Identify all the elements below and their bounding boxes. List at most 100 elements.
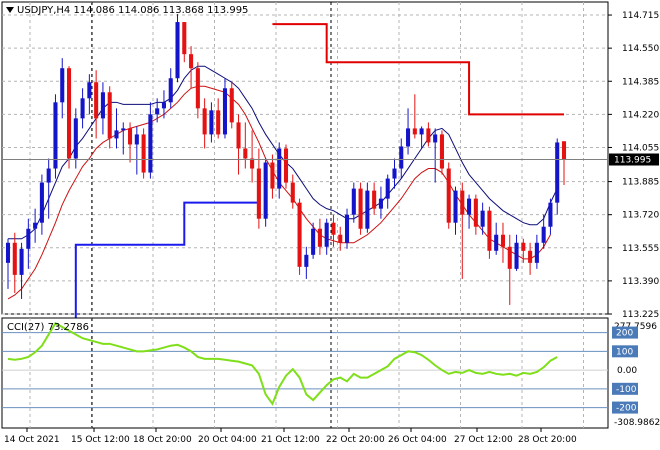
candle <box>80 88 85 129</box>
candle <box>317 218 322 255</box>
time-tick-label: 15 Oct 12:00 <box>71 435 130 445</box>
price-tick-label: 113.885 <box>622 178 659 188</box>
candle-body <box>141 134 146 173</box>
candle-body <box>87 82 92 99</box>
cci-bottom-value: -308.9862 <box>614 418 660 428</box>
candle <box>426 122 431 147</box>
candle-body <box>365 190 370 229</box>
candle <box>548 198 553 235</box>
candle <box>141 128 146 179</box>
candle <box>87 74 92 115</box>
candle-body <box>26 228 31 249</box>
cci-tick-label: 200 <box>616 329 633 339</box>
price-tick-label: 113.390 <box>622 277 659 287</box>
candle-body <box>134 134 139 145</box>
candle <box>148 102 153 179</box>
candle-body <box>358 188 363 229</box>
candle-body <box>317 228 322 247</box>
main-vertical-dashes <box>29 2 584 314</box>
candle-body <box>290 182 295 203</box>
candle-body <box>399 146 404 169</box>
candle <box>351 182 356 223</box>
candle-body <box>555 142 560 203</box>
candle <box>243 122 248 169</box>
main-grid <box>2 14 608 315</box>
cci-panel-frame <box>1 317 609 429</box>
candle-body <box>344 214 350 243</box>
candle-body <box>161 102 166 109</box>
candle-body <box>541 226 546 243</box>
candle <box>121 122 126 155</box>
time-tick-label: 21 Oct 12:00 <box>261 435 320 445</box>
candlesticks <box>5 14 567 305</box>
candle <box>344 208 350 249</box>
candle <box>202 98 207 149</box>
candle <box>541 214 546 249</box>
candle-body <box>94 82 99 119</box>
candle-body <box>297 202 302 267</box>
candle-body <box>392 168 397 179</box>
candle <box>534 234 539 269</box>
candle-body <box>426 128 431 143</box>
candle-body <box>311 228 316 255</box>
candle <box>175 14 180 83</box>
candle-body <box>378 198 383 209</box>
candle-body <box>324 222 329 247</box>
candle <box>406 108 411 155</box>
candle-body <box>222 88 228 135</box>
price-tick-label: 113.720 <box>622 211 659 221</box>
price-tick-label: 114.055 <box>622 143 659 153</box>
candle-body <box>331 222 336 235</box>
collapse-triangle-icon[interactable] <box>6 7 14 13</box>
candle-body <box>121 128 126 131</box>
candle <box>283 144 289 189</box>
candle <box>39 174 44 235</box>
candle-body <box>406 128 411 147</box>
candle-body <box>528 250 533 263</box>
candle-body <box>202 108 207 135</box>
candle-body <box>439 134 444 169</box>
candle-body <box>155 108 160 115</box>
candle <box>66 66 72 169</box>
candle-body <box>73 118 78 159</box>
candle <box>324 218 329 255</box>
candle <box>460 182 465 279</box>
candle <box>453 186 458 235</box>
price-tick-label: 114.550 <box>622 44 659 54</box>
candle <box>480 202 485 235</box>
candle <box>358 182 363 235</box>
candle-body <box>460 190 465 215</box>
candle <box>100 82 105 135</box>
price-tick-label: 113.555 <box>622 244 659 254</box>
candle-body <box>446 168 451 223</box>
candle-body <box>494 234 499 251</box>
candle-body <box>148 114 153 173</box>
candle <box>399 138 404 179</box>
candle <box>385 174 390 209</box>
candle <box>263 158 268 227</box>
candle-body <box>372 190 377 209</box>
candle-body <box>216 110 221 135</box>
candle-body <box>480 210 485 227</box>
candle-body <box>304 254 309 267</box>
cci-level-badge <box>612 326 638 339</box>
candle <box>26 218 31 269</box>
price-tick-label: 113.225 <box>622 310 659 320</box>
candle-body <box>195 68 200 109</box>
candle <box>53 94 58 179</box>
candle <box>134 126 139 175</box>
cci-tick-label: -200 <box>616 404 637 414</box>
candle <box>195 62 200 119</box>
candle-body <box>243 148 248 159</box>
candle-body <box>561 141 567 160</box>
candle <box>372 182 377 215</box>
candle <box>304 246 309 279</box>
candle <box>60 58 65 119</box>
price-tick-label: 114.385 <box>622 77 659 87</box>
candle <box>250 130 255 183</box>
candle <box>528 242 533 275</box>
candle <box>277 142 282 199</box>
cci-tick-label: -100 <box>616 385 637 395</box>
candle <box>311 222 316 259</box>
